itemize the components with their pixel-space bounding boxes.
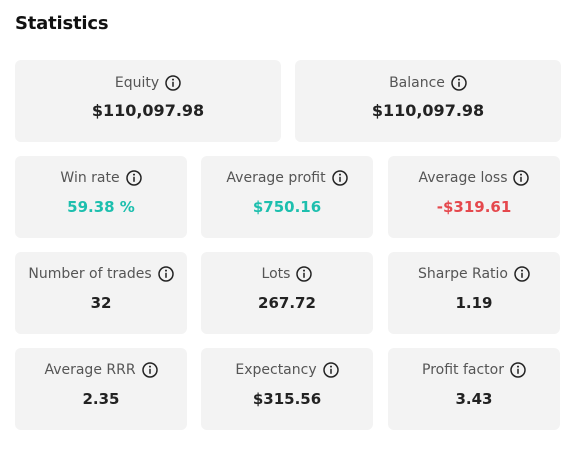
stat-label: Profit factor xyxy=(422,362,504,378)
stat-label: Expectancy xyxy=(235,362,317,378)
balance-card: Balance $110,097.98 xyxy=(295,60,561,142)
info-icon[interactable] xyxy=(510,362,526,378)
stat-value: 59.38 % xyxy=(67,198,135,216)
equity-card: Equity $110,097.98 xyxy=(15,60,281,142)
page-title: Statistics xyxy=(15,13,109,34)
stat-label: Average loss xyxy=(418,170,508,186)
stat-label: Lots xyxy=(261,266,291,282)
equity-label: Equity xyxy=(114,75,160,91)
stat-value: -$319.61 xyxy=(436,198,512,216)
balance-value: $110,097.98 xyxy=(371,101,485,120)
stat-label-row: Expectancy xyxy=(235,362,339,378)
stat-label: Sharpe Ratio xyxy=(418,266,508,282)
stat-card-average-profit: Average profit $750.16 xyxy=(201,156,373,238)
stat-card-profit-factor: Profit factor 3.43 xyxy=(388,348,560,430)
stat-label-row: Profit factor xyxy=(422,362,526,378)
stat-value: $315.56 xyxy=(252,390,322,408)
stat-label: Win rate xyxy=(60,170,120,186)
info-icon[interactable] xyxy=(331,170,348,186)
info-icon[interactable] xyxy=(125,170,142,186)
stat-label: Average profit xyxy=(226,170,326,186)
stat-value: 3.43 xyxy=(455,390,493,408)
stat-value: $750.16 xyxy=(252,198,322,216)
stat-card-win-rate: Win rate 59.38 % xyxy=(15,156,187,238)
stat-label: Average RRR xyxy=(44,362,136,378)
stat-label-row: Win rate xyxy=(60,170,142,186)
stat-label-row: Number of trades xyxy=(28,266,174,282)
stat-label: Number of trades xyxy=(28,266,152,282)
stat-card-average-loss: Average loss -$319.61 xyxy=(388,156,560,238)
stat-label-row: Sharpe Ratio xyxy=(418,266,530,282)
stat-label-row: Average loss xyxy=(419,170,530,186)
info-icon[interactable] xyxy=(296,266,313,282)
stat-value: 267.72 xyxy=(258,294,316,312)
stat-value: 32 xyxy=(90,294,112,312)
info-icon[interactable] xyxy=(322,362,339,378)
stat-value: 1.19 xyxy=(455,294,493,312)
stat-card-expectancy: Expectancy $315.56 xyxy=(201,348,373,430)
stat-label-row: Average profit xyxy=(226,170,348,186)
info-icon[interactable] xyxy=(514,266,530,282)
stat-card-sharpe-ratio: Sharpe Ratio 1.19 xyxy=(388,252,560,334)
info-icon[interactable] xyxy=(451,75,467,91)
equity-value: $110,097.98 xyxy=(91,101,205,120)
info-icon[interactable] xyxy=(141,362,158,378)
stat-label-row: Average RRR xyxy=(44,362,158,378)
info-icon[interactable] xyxy=(165,75,181,91)
balance-label-row: Balance xyxy=(389,75,467,91)
stat-label-row: Lots xyxy=(262,266,313,282)
stat-card-lots: Lots 267.72 xyxy=(201,252,373,334)
equity-label-row: Equity xyxy=(115,75,181,91)
stat-card-number-of-trades: Number of trades 32 xyxy=(15,252,187,334)
stat-value: 2.35 xyxy=(82,390,120,408)
balance-label: Balance xyxy=(389,75,445,91)
stat-card-average-rrr: Average RRR 2.35 xyxy=(15,348,187,430)
info-icon[interactable] xyxy=(157,266,174,282)
info-icon[interactable] xyxy=(513,170,530,186)
